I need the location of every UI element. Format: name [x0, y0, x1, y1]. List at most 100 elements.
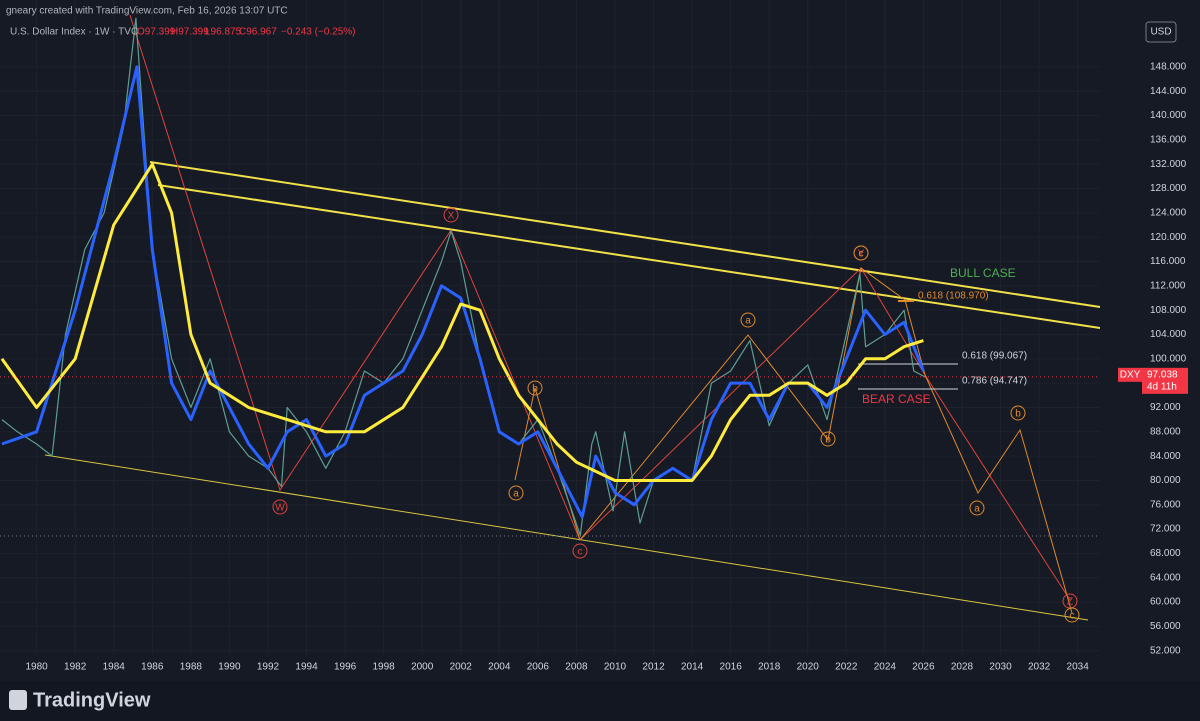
x-tick-label: 1986 [141, 662, 164, 673]
x-axis [0, 655, 1200, 681]
wave-label: a [513, 489, 519, 500]
y-tick-label: 124.000 [1150, 208, 1187, 219]
wave-label: Y [858, 249, 865, 260]
last-price-value: 97.038 [1147, 369, 1178, 380]
annotations: BULL CASE BEAR CASE 0.618 (108.970) 0.61… [862, 266, 1027, 406]
close: C96.967 [239, 27, 277, 38]
x-tick-label: 2032 [1028, 662, 1051, 673]
y-tick-label: 72.000 [1150, 524, 1181, 535]
y-tick-label: 136.000 [1150, 135, 1187, 146]
x-tick-label: 2008 [565, 662, 588, 673]
wave-label: X [448, 211, 455, 222]
y-tick-label: 80.000 [1150, 475, 1181, 486]
x-tick-label: 2018 [758, 662, 781, 673]
y-tick-label: 76.000 [1150, 499, 1181, 510]
wave-marker [853, 245, 869, 261]
wave-marker [572, 543, 588, 559]
y-tick-label: 104.000 [1150, 329, 1187, 340]
x-tick-label: 1990 [218, 662, 241, 673]
y-tick-label: 100.000 [1150, 353, 1187, 364]
x-tick-label: 1980 [26, 662, 49, 673]
last-price-box [1142, 367, 1188, 394]
x-tick-label: 2002 [450, 662, 473, 673]
wave-labels: W X Y Zc a b a b c a b c [272, 207, 1080, 623]
wave-label: Z [1067, 597, 1073, 608]
wave-label: b [1015, 409, 1021, 420]
annotation: BULL CASE [950, 266, 1016, 280]
y-tick-label: 112.000 [1150, 280, 1186, 291]
y-tick-label: 116.000 [1150, 256, 1186, 267]
wave-label: c [578, 547, 583, 558]
wave-label: W [275, 503, 285, 514]
low: L96.875 [205, 27, 242, 38]
logo [9, 690, 27, 710]
series [0, 17, 1100, 536]
x-tick-label: 1982 [64, 662, 87, 673]
wave-marker [527, 380, 543, 396]
x-tick-label: 2012 [642, 662, 665, 673]
wave-label: a [974, 504, 980, 515]
y-tick-label: 128.000 [1150, 183, 1187, 194]
x-tick-label: 2022 [835, 662, 858, 673]
y-tick-label: 52.000 [1150, 645, 1181, 656]
y-tick-label: 84.000 [1150, 451, 1181, 462]
open: O97.399 [137, 27, 176, 38]
x-tick-label: 1988 [180, 662, 203, 673]
fib-label: 0.618 (108.970) [918, 291, 989, 302]
y-tick-label: 148.000 [1150, 62, 1187, 73]
x-tick-label: 2016 [720, 662, 743, 673]
x-tick-label: 2006 [527, 662, 550, 673]
annotation: BEAR CASE [862, 392, 931, 406]
y-tick-label: 60.000 [1150, 597, 1181, 608]
series-line [0, 162, 924, 482]
y-tick-label: 64.000 [1150, 572, 1181, 583]
x-tick-label: 2034 [1067, 662, 1090, 673]
x-tick-label: 2020 [797, 662, 820, 673]
x-tick-label: 2014 [681, 662, 704, 673]
y-tick-label: 144.000 [1150, 86, 1187, 97]
wave-marker [740, 312, 756, 328]
y-tick-label: 56.000 [1150, 621, 1181, 632]
wave-marker [272, 499, 288, 515]
x-tick-label: 1994 [295, 662, 318, 673]
change: −0.243 (−0.25%) [281, 27, 356, 38]
x-tick-label: 1992 [257, 662, 280, 673]
wave-marker [443, 207, 459, 223]
x-tick-label: 2024 [874, 662, 897, 673]
x-tick-label: 1984 [103, 662, 126, 673]
x-tick-label: 1996 [334, 662, 357, 673]
x-tick-label: 2030 [989, 662, 1012, 673]
y-tick-label: 120.000 [1150, 232, 1187, 243]
wave-marker [1010, 405, 1026, 421]
currency: USD [1150, 27, 1171, 38]
y-tick-label: 68.000 [1150, 548, 1181, 559]
last-price-box [1118, 367, 1142, 382]
last-price-countdown: 4d 11h [1147, 381, 1177, 392]
trend-line [44, 454, 1089, 621]
wave-marker [969, 500, 985, 516]
x-tick-label: 2028 [951, 662, 974, 673]
y-tick-label: 92.000 [1150, 402, 1181, 413]
last-price-symbol: DXY [1120, 369, 1141, 380]
footer [0, 681, 1200, 721]
x-tick-label: 2000 [411, 662, 434, 673]
fib-label: 0.618 (99.067) [962, 351, 1027, 362]
x-tick-label: 2004 [488, 662, 511, 673]
wave-marker [820, 431, 836, 447]
symbol: U.S. Dollar Index · 1W · TVC [10, 27, 138, 38]
wave-label: c [859, 249, 864, 260]
x-tick-label: 2026 [912, 662, 935, 673]
wave-label: c [1070, 611, 1075, 622]
branding: TradingView [33, 689, 151, 711]
trend-line [149, 161, 1101, 308]
wave-label: b [825, 435, 831, 446]
currency-box [1145, 21, 1177, 43]
x-tick-label: 2010 [604, 662, 627, 673]
wave-marker [1064, 607, 1080, 623]
wave-marker [508, 485, 524, 501]
series-line [1, 65, 925, 519]
y-tick-label: 108.000 [1150, 305, 1187, 316]
y-tick-label: 140.000 [1150, 110, 1187, 121]
grid [0, 0, 1100, 655]
